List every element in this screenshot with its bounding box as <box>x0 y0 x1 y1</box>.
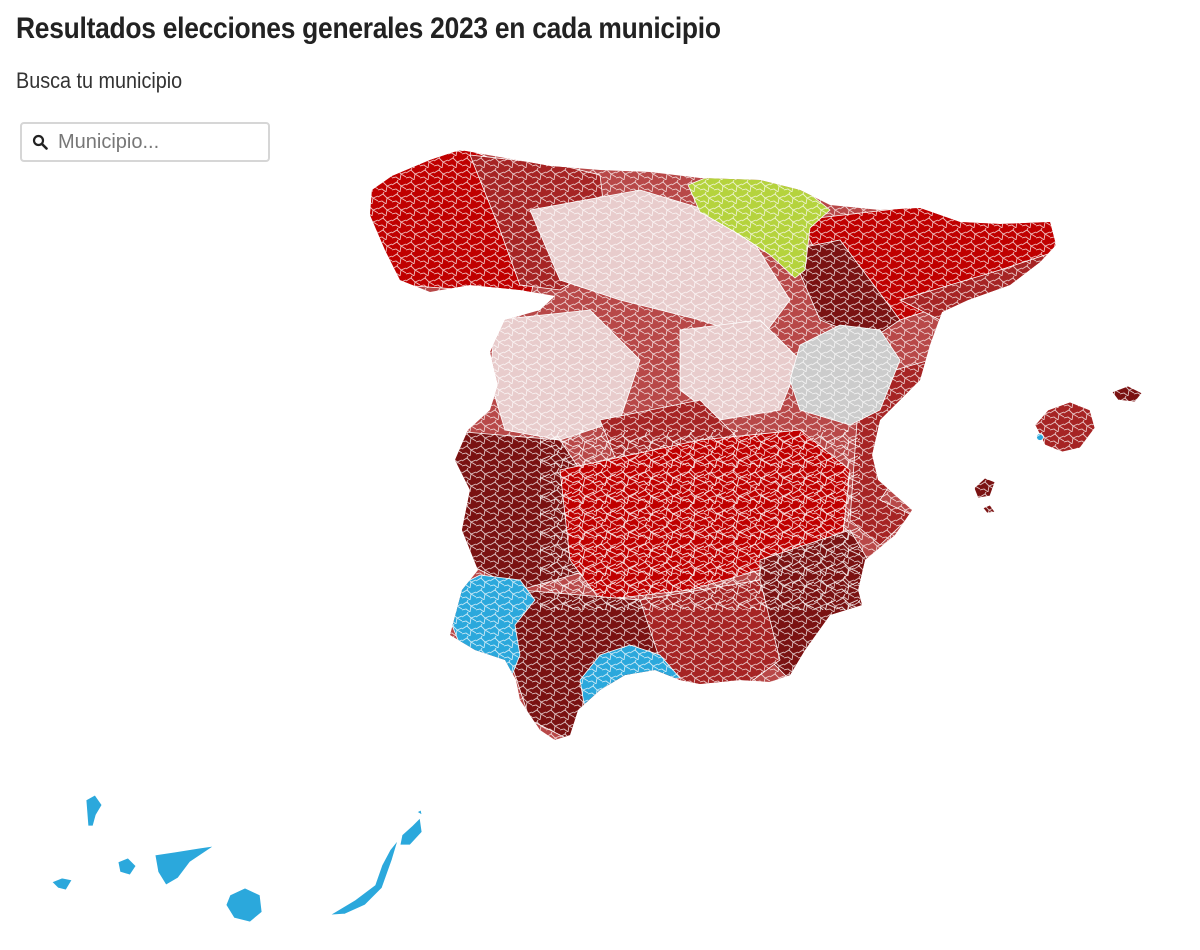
island-lanzarote <box>399 817 423 846</box>
island-fuerteventura <box>329 839 399 916</box>
island-gran-canaria <box>225 887 263 923</box>
page-title: Resultados elecciones generales 2023 en … <box>16 12 721 45</box>
canarias-islands <box>51 794 423 923</box>
baleares-islands <box>970 380 1150 520</box>
island-el-hierro <box>51 877 73 891</box>
municipality-search[interactable] <box>20 122 270 162</box>
islet-graciosa <box>416 809 423 816</box>
island-la-palma <box>85 794 103 827</box>
search-input[interactable] <box>58 130 258 154</box>
page-subtitle: Busca tu municipio <box>16 68 183 93</box>
peninsula-map <box>370 150 1056 740</box>
island-la-gomera <box>117 857 137 876</box>
search-icon <box>22 124 58 160</box>
island-tenerife <box>154 845 215 886</box>
